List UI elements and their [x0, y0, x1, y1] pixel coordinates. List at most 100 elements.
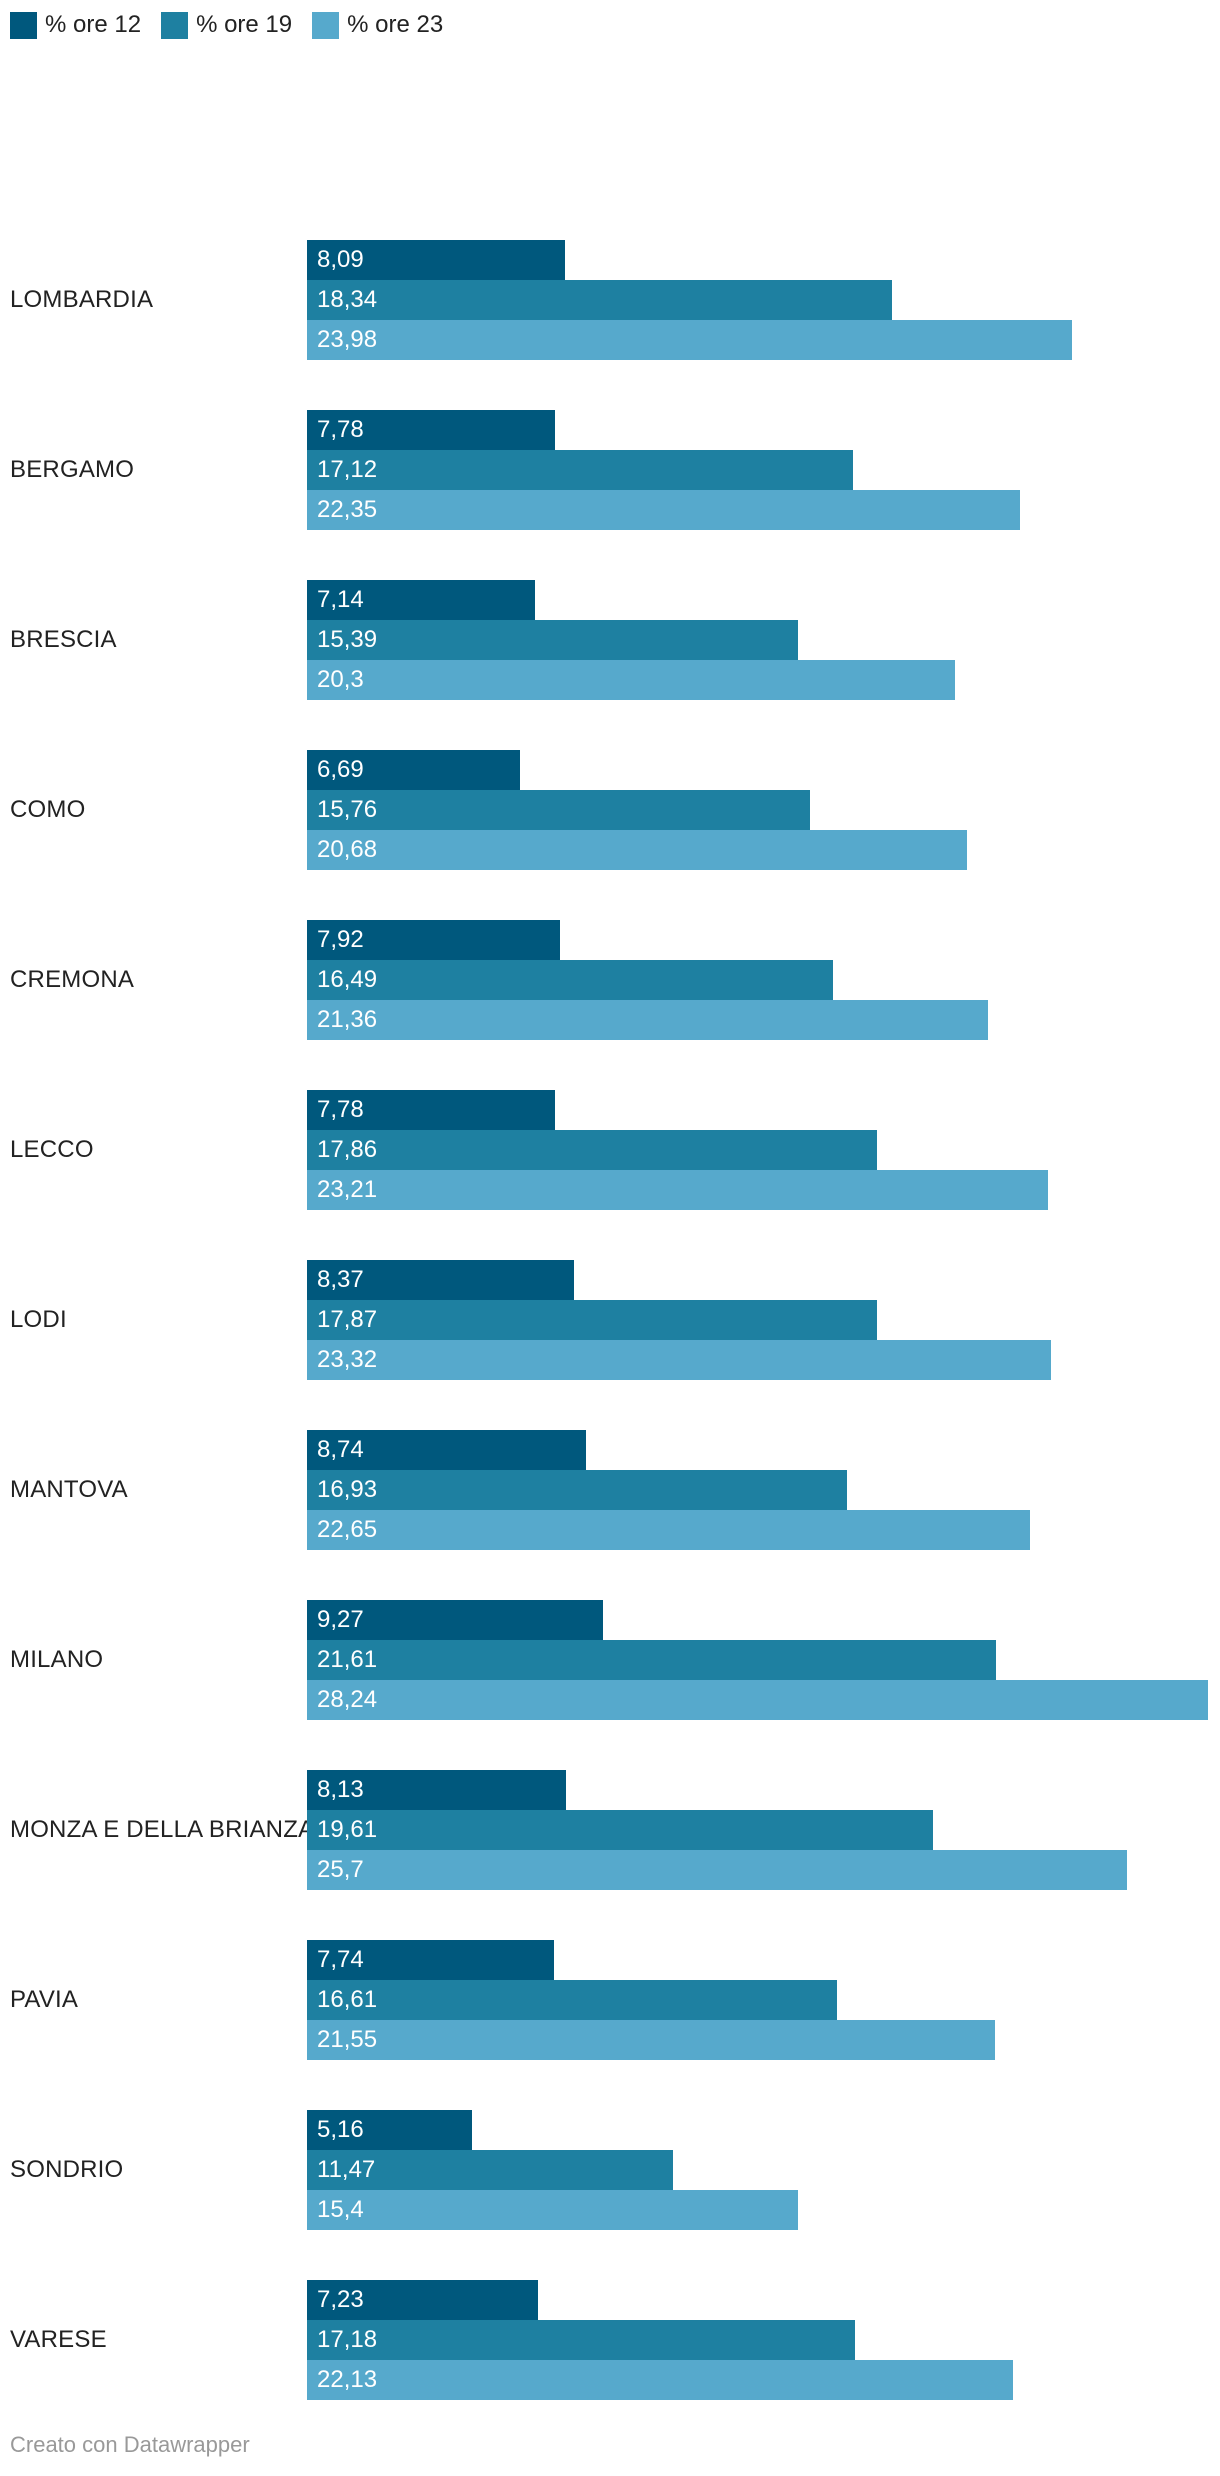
bar-group: MANTOVA 8,74 16,93 22,65 — [0, 1430, 1220, 1550]
bar-ore19-lombardia: 18,34 — [307, 280, 893, 320]
legend-swatch-icon — [10, 11, 37, 39]
bar-ore19-lecco: 17,86 — [307, 1130, 877, 1170]
category-label: SONDRIO — [10, 2156, 124, 2183]
bar-group: COMO 6,69 15,76 20,68 — [0, 750, 1220, 870]
bar-value-label: 11,47 — [317, 2156, 376, 2183]
bar-ore12-mantova: 8,74 — [307, 1430, 586, 1470]
bar-ore19-varese: 17,18 — [307, 2320, 856, 2360]
bar-group: LODI 8,37 17,87 23,32 — [0, 1260, 1220, 1380]
bar-value-label: 25,7 — [317, 1856, 364, 1883]
bar-ore23-como: 20,68 — [307, 830, 967, 870]
legend-label: % ore 23 — [347, 11, 444, 38]
bar-group: SONDRIO 5,16 11,47 15,4 — [0, 2110, 1220, 2230]
legend-swatch-icon — [161, 11, 189, 39]
bar-value-label: 17,86 — [317, 1136, 378, 1163]
bar-group: CREMONA 7,92 16,49 21,36 — [0, 920, 1220, 1040]
category-label: MANTOVA — [10, 1476, 128, 1503]
bar-ore23-cremona: 21,36 — [307, 1000, 989, 1040]
bar-group: LOMBARDIA 8,09 18,34 23,98 — [0, 240, 1220, 360]
bar-value-label: 21,36 — [317, 1006, 378, 1033]
bar-ore19-mantova: 16,93 — [307, 1470, 848, 1510]
category-label: PAVIA — [10, 1986, 79, 2013]
bar-value-label: 8,74 — [317, 1436, 364, 1463]
bar-ore19-monza-e-della-brianza: 19,61 — [307, 1810, 933, 1850]
bar-group: BERGAMO 7,78 17,12 22,35 — [0, 410, 1220, 530]
bar-value-label: 15,4 — [317, 2196, 364, 2223]
bar-ore19-cremona: 16,49 — [307, 960, 834, 1000]
bar-value-label: 17,18 — [317, 2326, 378, 2353]
bar-ore12-sondrio: 5,16 — [307, 2110, 472, 2150]
bar-group: MONZA E DELLA BRIANZA 8,13 19,61 25,7 — [0, 1770, 1220, 1890]
bar-value-label: 6,69 — [317, 756, 364, 783]
bar-ore23-monza-e-della-brianza: 25,7 — [307, 1850, 1127, 1890]
bar-value-label: 22,65 — [317, 1516, 378, 1543]
chart-credit: Creato con Datawrapper — [10, 2432, 250, 2457]
bar-value-label: 28,24 — [317, 1686, 378, 1713]
bar-ore23-sondrio: 15,4 — [307, 2190, 799, 2230]
bar-ore19-milano: 21,61 — [307, 1640, 997, 1680]
bar-ore19-brescia: 15,39 — [307, 620, 799, 660]
bar-ore12-lombardia: 8,09 — [307, 240, 566, 280]
bar-value-label: 22,13 — [317, 2366, 378, 2393]
bar-value-label: 16,61 — [317, 1986, 378, 2013]
bar-value-label: 7,92 — [317, 926, 364, 953]
bar-track: 7,74 16,61 21,55 — [307, 1940, 1208, 2060]
bar-value-label: 7,78 — [317, 416, 364, 443]
bar-ore12-pavia: 7,74 — [307, 1940, 554, 1980]
category-label: VARESE — [10, 2326, 107, 2353]
bar-value-label: 8,13 — [317, 1776, 364, 1803]
bar-track: 6,69 15,76 20,68 — [307, 750, 1208, 870]
bar-chart: LOMBARDIA 8,09 18,34 23,98 BERGAMO 7,78 17,12 2… — [0, 240, 1220, 2400]
bar-group: PAVIA 7,74 16,61 21,55 — [0, 1940, 1220, 2060]
bar-track: 7,78 17,86 23,21 — [307, 1090, 1208, 1210]
bar-value-label: 8,09 — [317, 246, 364, 273]
bar-ore12-monza-e-della-brianza: 8,13 — [307, 1770, 567, 1810]
bar-ore19-como: 15,76 — [307, 790, 810, 830]
category-label: BRESCIA — [10, 626, 117, 653]
bar-value-label: 17,87 — [317, 1306, 378, 1333]
bar-track: 7,78 17,12 22,35 — [307, 410, 1208, 530]
legend: % ore 12 % ore 19 % ore 23 — [0, 0, 1220, 40]
bar-value-label: 23,32 — [317, 1346, 378, 1373]
bar-ore23-lombardia: 23,98 — [307, 320, 1073, 360]
bar-ore19-bergamo: 17,12 — [307, 450, 854, 490]
bar-track: 7,92 16,49 21,36 — [307, 920, 1208, 1040]
bar-ore23-mantova: 22,65 — [307, 1510, 1030, 1550]
bar-ore12-varese: 7,23 — [307, 2280, 538, 2320]
bar-value-label: 7,23 — [317, 2286, 364, 2313]
category-label: COMO — [10, 796, 86, 823]
bar-ore23-lodi: 23,32 — [307, 1340, 1052, 1380]
bar-ore19-pavia: 16,61 — [307, 1980, 837, 2020]
bar-ore12-lecco: 7,78 — [307, 1090, 556, 1130]
bar-track: 9,27 21,61 28,24 — [307, 1600, 1208, 1720]
bar-value-label: 17,12 — [317, 456, 378, 483]
bar-value-label: 7,14 — [317, 586, 364, 613]
bar-ore23-lecco: 23,21 — [307, 1170, 1048, 1210]
bar-track: 8,09 18,34 23,98 — [307, 240, 1208, 360]
bar-track: 8,37 17,87 23,32 — [307, 1260, 1208, 1380]
bar-ore12-como: 6,69 — [307, 750, 521, 790]
bar-ore23-milano: 28,24 — [307, 1680, 1208, 1720]
legend-swatch-icon — [312, 11, 340, 39]
bar-ore12-brescia: 7,14 — [307, 580, 535, 620]
bar-value-label: 21,55 — [317, 2026, 378, 2053]
bar-value-label: 7,74 — [317, 1946, 364, 1973]
bar-value-label: 9,27 — [317, 1606, 364, 1633]
legend-label: % ore 19 — [196, 11, 293, 38]
bar-track: 8,74 16,93 22,65 — [307, 1430, 1208, 1550]
bar-value-label: 16,49 — [317, 966, 378, 993]
bar-value-label: 16,93 — [317, 1476, 378, 1503]
bar-ore12-cremona: 7,92 — [307, 920, 560, 960]
bar-value-label: 20,3 — [317, 666, 364, 693]
bar-group: MILANO 9,27 21,61 28,24 — [0, 1600, 1220, 1720]
bar-ore23-varese: 22,13 — [307, 2360, 1014, 2400]
bar-ore12-milano: 9,27 — [307, 1600, 603, 1640]
bar-value-label: 8,37 — [317, 1266, 364, 1293]
bar-value-label: 5,16 — [317, 2116, 364, 2143]
bar-track: 7,14 15,39 20,3 — [307, 580, 1208, 700]
bar-value-label: 21,61 — [317, 1646, 378, 1673]
bar-ore12-bergamo: 7,78 — [307, 410, 556, 450]
bar-value-label: 15,39 — [317, 626, 378, 653]
bar-group: VARESE 7,23 17,18 22,13 — [0, 2280, 1220, 2400]
category-label: LODI — [10, 1306, 67, 1333]
